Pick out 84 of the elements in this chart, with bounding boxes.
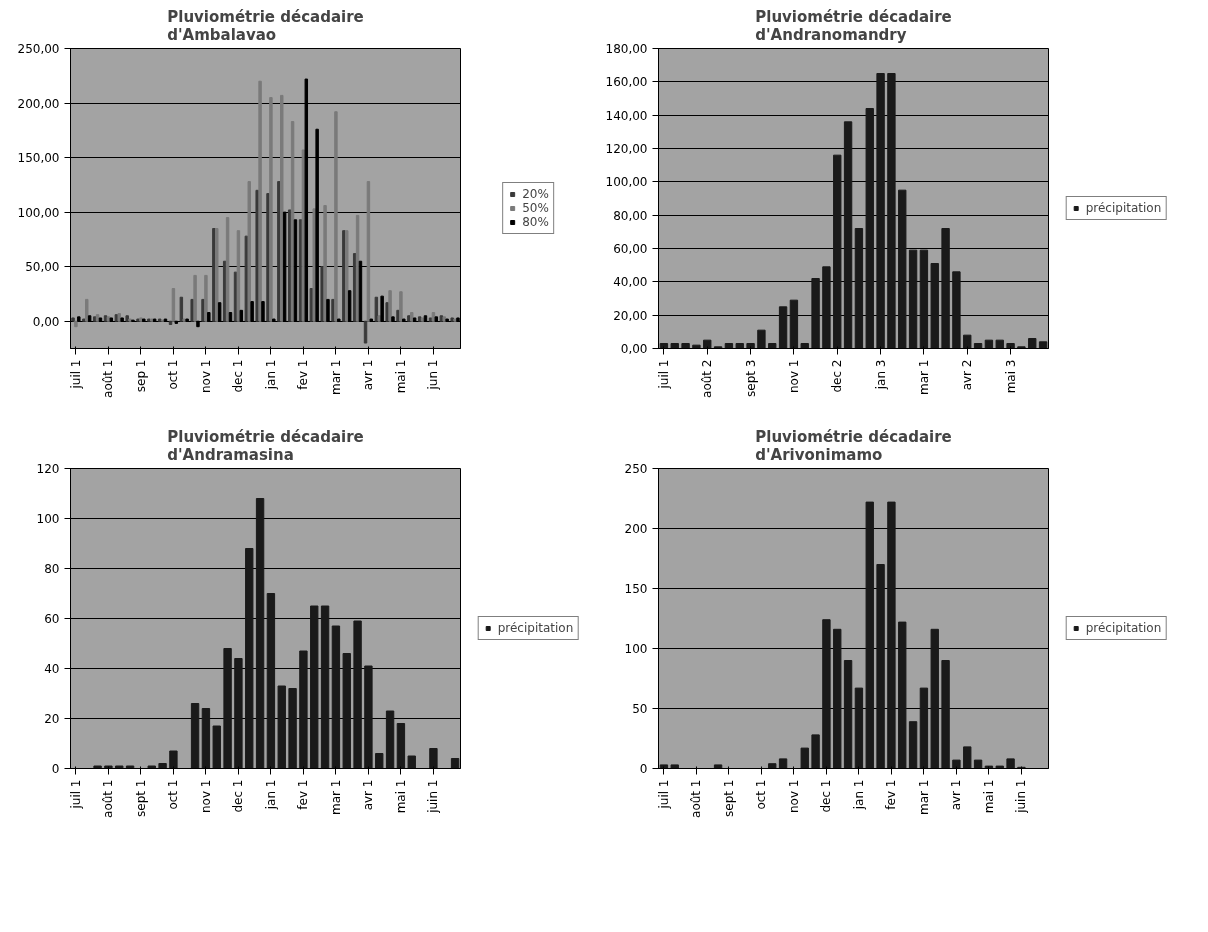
y-tick-label: 0,00	[32, 314, 60, 329]
y-tick-label: 0	[639, 762, 648, 776]
legend-label: précipitation	[1085, 201, 1162, 215]
x-tick-label: juil 1	[68, 359, 83, 390]
x-tick-label: oct 1	[166, 359, 181, 390]
x-tick-label: mai 1	[393, 779, 408, 814]
y-tick-label: 50,00	[25, 260, 60, 275]
y-tick-label: 200,00	[17, 96, 60, 111]
y-tick-label: 100	[624, 642, 648, 656]
x-tick-label: août 1	[101, 779, 116, 818]
x-tick-label: juil 1	[656, 779, 671, 810]
legend-label: précipitation	[497, 621, 574, 635]
x-tick-label: jan 3	[873, 359, 888, 391]
x-tick-label: août 2	[700, 359, 715, 398]
x-tick-label: avr 1	[361, 779, 376, 811]
legend-label: 20%	[522, 187, 549, 201]
y-tick-label: 0	[51, 762, 60, 776]
x-tick-label: fev 1	[884, 779, 899, 810]
x-tick-label: oct 1	[166, 779, 181, 810]
legend-label: 50%	[522, 201, 549, 215]
y-tick-label: 0,00	[620, 342, 648, 356]
x-tick-label: nov 1	[198, 779, 213, 813]
y-tick-label: 40	[44, 662, 60, 676]
legend-label: 80%	[522, 215, 549, 229]
y-tick-label: 140,00	[605, 108, 648, 123]
x-tick-label: mai 3	[1003, 359, 1018, 394]
x-tick-label: sept 1	[721, 779, 736, 817]
y-tick-label: 100,00	[17, 205, 60, 220]
x-tick-label: jan 1	[851, 779, 866, 811]
y-tick-label: 180,00	[605, 42, 648, 56]
x-tick-label: nov 1	[786, 359, 801, 393]
x-tick-label: mai 1	[981, 779, 996, 814]
y-tick-label: 250	[624, 462, 648, 476]
x-tick-label: juin 1	[426, 779, 441, 814]
y-tick-label: 120	[36, 462, 60, 476]
y-tick-label: 150	[624, 582, 648, 596]
x-tick-label: sep 1	[133, 359, 148, 393]
x-tick-label: fev 1	[296, 779, 311, 810]
x-tick-label: nov 1	[786, 779, 801, 813]
x-tick-label: jun 1	[426, 359, 441, 391]
x-tick-label: dec 2	[830, 359, 845, 393]
chart-title: Pluviométrie décadaire d'Ambalavao	[167, 7, 364, 44]
x-tick-label: mar 1	[916, 779, 931, 815]
x-tick-label: juin 1	[1014, 779, 1029, 814]
y-tick-label: 20,00	[613, 308, 648, 323]
x-tick-label: mar 1	[328, 359, 343, 395]
x-tick-label: mar 1	[916, 359, 931, 395]
y-tick-label: 20	[44, 712, 60, 726]
y-tick-label: 60	[44, 612, 60, 626]
chart-title: Pluviométrie décadaire d'Andramasina	[167, 427, 364, 464]
chart-title: Pluviométrie décadaire d'Arivonimamo	[755, 427, 952, 464]
y-tick-label: 160,00	[605, 75, 648, 90]
y-tick-label: 80,00	[613, 208, 648, 223]
y-tick-label: 200	[624, 522, 648, 536]
x-tick-label: avr 1	[361, 359, 376, 391]
x-tick-label: août 1	[101, 359, 116, 398]
y-tick-label: 40,00	[613, 275, 648, 290]
y-tick-label: 100,00	[605, 175, 648, 190]
x-tick-label: dec 1	[231, 359, 246, 393]
chart-title: Pluviométrie décadaire d'Andranomandry	[755, 7, 952, 44]
x-tick-label: sept 1	[133, 779, 148, 817]
x-tick-label: mar 1	[328, 779, 343, 815]
x-tick-label: août 1	[689, 779, 704, 818]
y-tick-label: 250,00	[17, 42, 60, 56]
y-tick-label: 120,00	[605, 142, 648, 156]
x-tick-label: nov 1	[198, 359, 213, 393]
x-tick-label: dec 1	[819, 779, 834, 813]
x-tick-label: jan 1	[263, 359, 278, 391]
x-tick-label: jan 1	[263, 779, 278, 811]
x-tick-label: avr 2	[960, 359, 975, 391]
x-tick-label: juil 1	[68, 779, 83, 810]
y-tick-label: 150,00	[17, 151, 60, 166]
x-tick-label: mai 1	[393, 359, 408, 394]
x-tick-label: avr 1	[949, 779, 964, 811]
x-tick-label: juil 1	[656, 359, 671, 390]
y-tick-label: 80	[44, 562, 60, 576]
x-tick-label: oct 1	[754, 779, 769, 810]
y-tick-label: 60,00	[613, 242, 648, 256]
y-tick-label: 50	[632, 702, 648, 716]
x-tick-label: dec 1	[231, 779, 246, 813]
legend-label: précipitation	[1085, 621, 1162, 635]
y-tick-label: 100	[36, 512, 60, 526]
x-tick-label: fev 1	[296, 359, 311, 390]
x-tick-label: sept 3	[743, 359, 758, 397]
